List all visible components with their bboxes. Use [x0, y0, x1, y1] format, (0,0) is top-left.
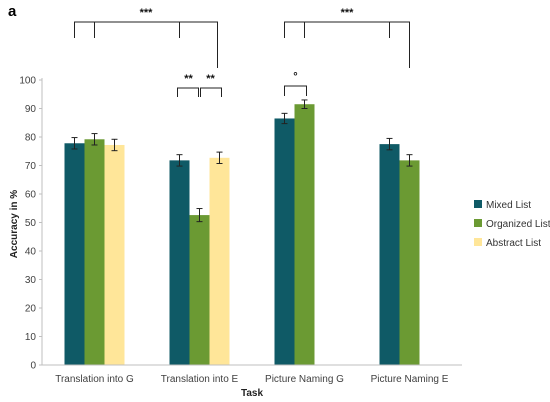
- bar-mixed-list: [64, 143, 85, 365]
- y-tick-label: 80: [25, 133, 37, 144]
- bar-abstract-list: [104, 144, 125, 365]
- y-tick-label: 30: [25, 275, 37, 286]
- x-tick-label: Translation into G: [55, 374, 134, 385]
- y-tick-label: 40: [25, 247, 37, 258]
- legend-label: Mixed List: [486, 200, 531, 211]
- significance-bracket: [200, 87, 222, 97]
- significance-label: **: [206, 73, 215, 85]
- y-tick-label: 60: [25, 190, 37, 201]
- y-tick-label: 50: [25, 218, 37, 229]
- y-tick-label: 20: [25, 304, 37, 315]
- bar-organized-list: [189, 215, 210, 365]
- significance-bracket: [177, 87, 199, 97]
- legend-swatch: [474, 238, 482, 246]
- bar-abstract-list: [209, 157, 230, 365]
- bar-organized-list: [294, 104, 315, 365]
- legend-swatch: [474, 200, 482, 208]
- bar-organized-list: [399, 160, 420, 365]
- panel-label: a: [8, 3, 17, 20]
- x-tick-label: Picture Naming E: [371, 374, 449, 385]
- bar-mixed-list: [379, 144, 400, 365]
- significance-bracket: [74, 21, 218, 38]
- significance-label: °: [293, 71, 297, 83]
- bar-mixed-list: [274, 118, 295, 365]
- legend-label: Organized List: [486, 219, 550, 230]
- y-tick-label: 90: [25, 104, 37, 115]
- legend-label: Abstract List: [486, 238, 541, 249]
- bar-mixed-list: [169, 160, 190, 365]
- legend-swatch: [474, 219, 482, 227]
- y-tick-label: 10: [25, 332, 37, 343]
- y-tick-label: 0: [30, 361, 36, 372]
- significance-label: ***: [341, 7, 355, 19]
- significance-bracket: [284, 21, 410, 68]
- significance-label: ***: [140, 7, 154, 19]
- significance-bracket: [284, 85, 307, 96]
- bar-organized-list: [84, 139, 105, 365]
- y-tick-label: 70: [25, 161, 37, 172]
- x-tick-label: Translation into E: [161, 374, 239, 385]
- x-tick-label: Picture Naming G: [265, 374, 344, 385]
- significance-label: **: [184, 73, 193, 85]
- x-axis-title: Task: [241, 388, 263, 399]
- y-axis-title: Accuracy in %: [9, 190, 20, 258]
- y-tick-label: 100: [19, 76, 36, 87]
